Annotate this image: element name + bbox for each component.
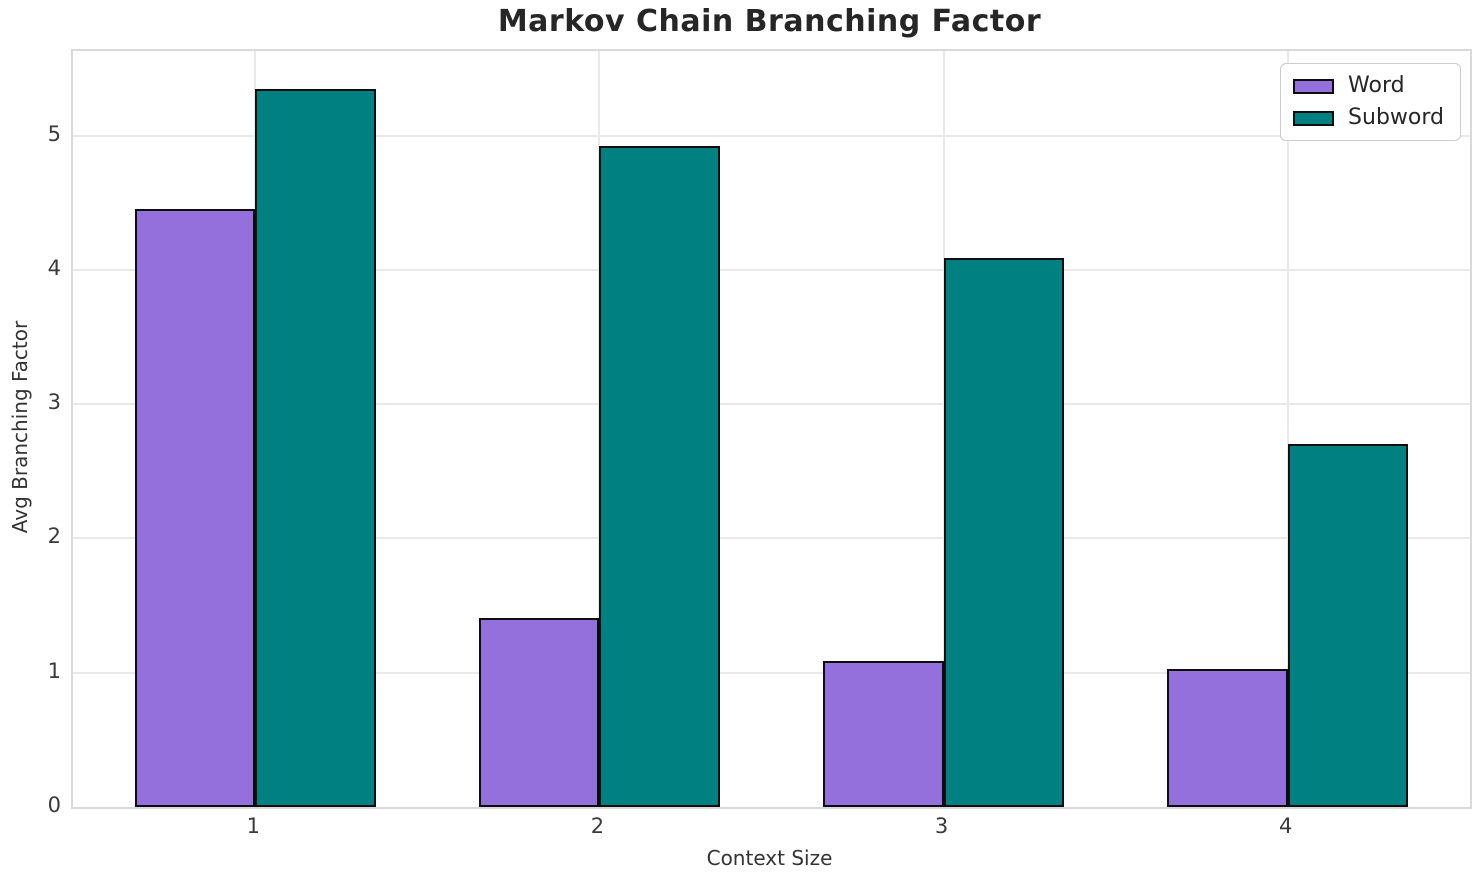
legend-item-word: Word — [1293, 73, 1444, 98]
legend-swatch-subword-icon — [1293, 110, 1335, 126]
x-tick-label: 4 — [1278, 814, 1293, 838]
legend-swatch-word-icon — [1293, 78, 1335, 94]
bar-word-3 — [823, 660, 944, 807]
h-gridline — [73, 671, 1470, 674]
y-tick-label: 5 — [47, 121, 61, 146]
legend-label-subword: Subword — [1348, 105, 1444, 131]
legend-label-word: Word — [1348, 73, 1405, 98]
y-tick-label: 0 — [47, 793, 61, 817]
h-gridline — [73, 134, 1470, 137]
legend: Word Subword — [1280, 63, 1461, 142]
x-tick-label: 1 — [246, 814, 261, 838]
bar-subword-3 — [943, 257, 1064, 807]
v-gridline — [1286, 51, 1289, 807]
x-tick-label: 2 — [590, 814, 605, 838]
h-gridline — [73, 268, 1470, 271]
y-tick-label: 1 — [47, 658, 61, 683]
bar-word-4 — [1167, 668, 1288, 807]
bar-subword-4 — [1287, 444, 1409, 807]
bar-subword-2 — [599, 146, 720, 807]
plot-area: Word Subword — [71, 49, 1472, 809]
h-gridline — [73, 403, 1470, 406]
x-axis-label: Context Size — [706, 846, 833, 870]
bar-word-2 — [479, 617, 600, 807]
legend-item-subword: Subword — [1293, 105, 1444, 131]
h-gridline — [73, 537, 1470, 540]
y-tick-label: 2 — [47, 524, 61, 549]
chart-title: Markov Chain Branching Factor — [497, 4, 1042, 39]
bar-subword-1 — [255, 88, 376, 807]
bar-word-1 — [134, 209, 256, 807]
y-axis-label: Avg Branching Factor — [8, 320, 32, 534]
x-tick-label: 3 — [934, 814, 949, 838]
y-tick-label: 3 — [47, 390, 61, 415]
y-tick-label: 4 — [47, 255, 61, 280]
